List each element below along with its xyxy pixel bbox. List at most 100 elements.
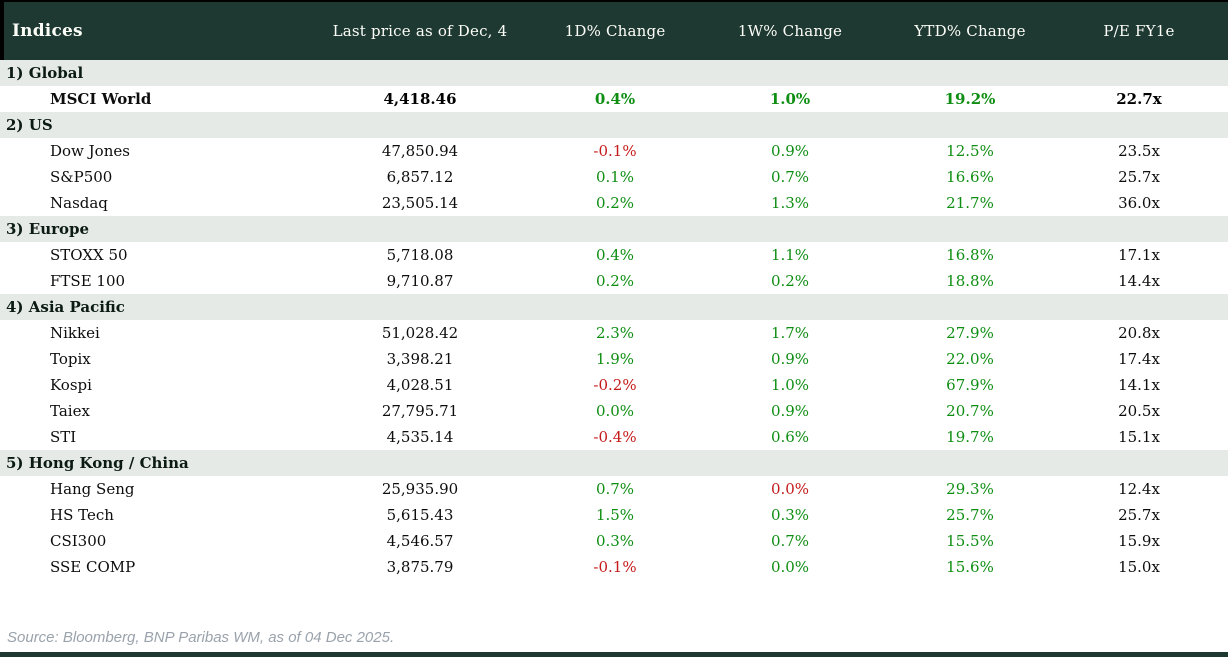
index-name-cell: Dow Jones [50, 142, 130, 160]
pe-cell: 15.9x [1118, 532, 1160, 550]
last-price-cell: 51,028.42 [381, 324, 459, 342]
last-price-cell: 47,850.94 [381, 142, 459, 160]
section-row: 4) Asia Pacific [0, 294, 1228, 320]
last-price-cell: 25,935.90 [381, 480, 459, 498]
last-price-cell: 4,546.57 [386, 532, 454, 550]
ytd-change-cell: 25.7% [946, 506, 994, 524]
1w-change-cell: 1.0% [770, 376, 810, 394]
column-header-1w-change: 1W% Change [737, 22, 843, 40]
ytd-change-cell: 15.5% [946, 532, 994, 550]
index-name-cell: Taiex [50, 402, 90, 420]
1d-change-cell: -0.4% [593, 428, 637, 446]
ytd-change-cell: 19.2% [944, 90, 996, 108]
table-row: SSE COMP 3,875.79 -0.1% 0.0% 15.6% 15.0x [0, 554, 1228, 580]
ytd-change-cell: 19.7% [946, 428, 994, 446]
1w-change-cell: 1.3% [770, 194, 810, 212]
last-price-cell: 9,710.87 [386, 272, 454, 290]
1w-change-cell: 0.2% [770, 272, 810, 290]
table-row: HS Tech 5,615.43 1.5% 0.3% 25.7% 25.7x [0, 502, 1228, 528]
table-row: S&P500 6,857.12 0.1% 0.7% 16.6% 25.7x [0, 164, 1228, 190]
1d-change-cell: 0.1% [595, 168, 635, 186]
index-name-cell: STI [50, 428, 77, 446]
table-body: 1) Global MSCI World 4,418.46 0.4% 1.0% 19.2%… [0, 60, 1228, 580]
table-row: MSCI World 4,418.46 0.4% 1.0% 19.2% 22.7x [0, 86, 1228, 112]
ytd-change-cell: 67.9% [946, 376, 994, 394]
table-row: Hang Seng 25,935.90 0.7% 0.0% 29.3% 12.4x [0, 476, 1228, 502]
section-label: 5) Hong Kong / China [6, 454, 189, 472]
column-header-pe: P/E FY1e [1103, 22, 1175, 40]
1d-change-cell: 1.5% [595, 506, 635, 524]
indices-table: Indices Last price as of Dec, 4 1D% Chan… [0, 0, 1228, 580]
1d-change-cell: -0.1% [593, 558, 637, 576]
column-header-indices: Indices [12, 21, 83, 41]
1w-change-cell: 0.3% [770, 506, 810, 524]
table-row: STI 4,535.14 -0.4% 0.6% 19.7% 15.1x [0, 424, 1228, 450]
pe-cell: 14.1x [1118, 376, 1160, 394]
last-price-cell: 4,535.14 [386, 428, 454, 446]
table-row: STOXX 50 5,718.08 0.4% 1.1% 16.8% 17.1x [0, 242, 1228, 268]
table-row: Kospi 4,028.51 -0.2% 1.0% 67.9% 14.1x [0, 372, 1228, 398]
source-note: Source: Bloomberg, BNP Paribas WM, as of… [7, 629, 395, 646]
pe-cell: 15.0x [1118, 558, 1160, 576]
pe-cell: 14.4x [1118, 272, 1160, 290]
pe-cell: 36.0x [1118, 194, 1160, 212]
pe-cell: 22.7x [1116, 90, 1162, 108]
index-name-cell: Nikkei [50, 324, 100, 342]
1w-change-cell: 0.0% [770, 480, 810, 498]
table-row: Topix 3,398.21 1.9% 0.9% 22.0% 17.4x [0, 346, 1228, 372]
last-price-cell: 27,795.71 [381, 402, 459, 420]
section-label: 1) Global [6, 64, 84, 82]
1w-change-cell: 1.7% [770, 324, 810, 342]
ytd-change-cell: 20.7% [946, 402, 994, 420]
ytd-change-cell: 16.6% [946, 168, 994, 186]
last-price-cell: 3,875.79 [386, 558, 454, 576]
1w-change-cell: 0.9% [770, 350, 810, 368]
column-header-last-price: Last price as of Dec, 4 [332, 22, 508, 40]
ytd-change-cell: 12.5% [946, 142, 994, 160]
last-price-cell: 5,615.43 [386, 506, 454, 524]
pe-cell: 23.5x [1118, 142, 1160, 160]
1d-change-cell: 0.0% [595, 402, 635, 420]
1w-change-cell: 0.6% [770, 428, 810, 446]
column-header-1d-change: 1D% Change [564, 22, 666, 40]
ytd-change-cell: 29.3% [946, 480, 994, 498]
ytd-change-cell: 16.8% [946, 246, 994, 264]
pe-cell: 17.4x [1118, 350, 1160, 368]
column-header-ytd-change: YTD% Change [914, 22, 1026, 40]
ytd-change-cell: 27.9% [946, 324, 994, 342]
table-row: Nikkei 51,028.42 2.3% 1.7% 27.9% 20.8x [0, 320, 1228, 346]
index-name-cell: STOXX 50 [50, 246, 128, 264]
1w-change-cell: 0.7% [770, 168, 810, 186]
index-name-cell: MSCI World [50, 90, 152, 108]
section-row: 1) Global [0, 60, 1228, 86]
ytd-change-cell: 18.8% [946, 272, 994, 290]
bottom-accent-bar [0, 652, 1228, 657]
1d-change-cell: 0.2% [595, 272, 635, 290]
1d-change-cell: 2.3% [595, 324, 635, 342]
index-name-cell: Hang Seng [50, 480, 135, 498]
1d-change-cell: 0.3% [595, 532, 635, 550]
1d-change-cell: 0.2% [595, 194, 635, 212]
pe-cell: 25.7x [1118, 506, 1160, 524]
last-price-cell: 6,857.12 [386, 168, 454, 186]
table-row: Dow Jones 47,850.94 -0.1% 0.9% 12.5% 23.5x [0, 138, 1228, 164]
index-name-cell: Topix [50, 350, 91, 368]
section-row: 3) Europe [0, 216, 1228, 242]
table-row: Nasdaq 23,505.14 0.2% 1.3% 21.7% 36.0x [0, 190, 1228, 216]
last-price-cell: 23,505.14 [381, 194, 459, 212]
1w-change-cell: 0.9% [770, 142, 810, 160]
1w-change-cell: 1.0% [769, 90, 811, 108]
ytd-change-cell: 15.6% [946, 558, 994, 576]
pe-cell: 20.8x [1118, 324, 1160, 342]
index-name-cell: Kospi [50, 376, 92, 394]
index-name-cell: CSI300 [50, 532, 107, 550]
pe-cell: 12.4x [1118, 480, 1160, 498]
index-name-cell: SSE COMP [50, 558, 136, 576]
index-name-cell: FTSE 100 [50, 272, 126, 290]
1d-change-cell: -0.2% [593, 376, 637, 394]
pe-cell: 20.5x [1118, 402, 1160, 420]
1w-change-cell: 0.9% [770, 402, 810, 420]
last-price-cell: 5,718.08 [386, 246, 454, 264]
section-label: 2) US [6, 116, 53, 134]
section-row: 5) Hong Kong / China [0, 450, 1228, 476]
